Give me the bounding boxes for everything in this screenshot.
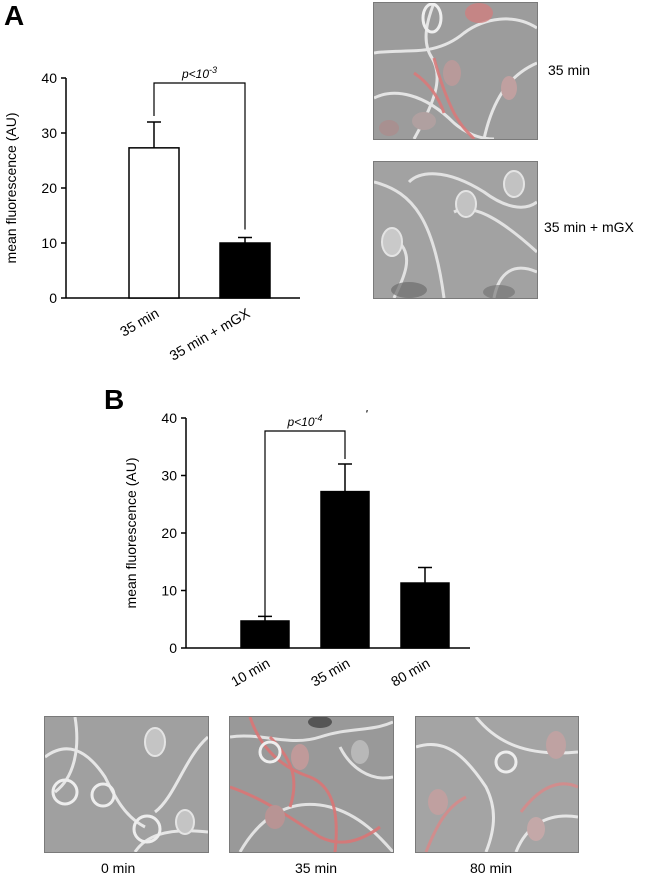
micrograph-a-mgx: [373, 161, 538, 299]
x-tick-label: 35 min + mGX: [167, 304, 253, 360]
y-axis-title: mean fluorescence (AU): [123, 458, 139, 609]
y-tick-label: 20: [41, 180, 57, 196]
micrograph-b-0min-label: 0 min: [101, 860, 136, 876]
bar: [240, 620, 290, 649]
panel-a-letter: A: [4, 0, 25, 31]
y-tick-label: 40: [161, 410, 177, 426]
y-tick-label: 0: [169, 640, 177, 656]
micrograph-b-0min: [44, 716, 209, 853]
panel-b-letter: B: [104, 384, 125, 415]
bar: [320, 490, 370, 649]
significance-label: p<10-4: [286, 413, 322, 429]
bar: [400, 582, 450, 649]
x-tick-label: 10 min: [228, 655, 272, 690]
x-tick-label: 80 min: [388, 655, 432, 690]
significance-label: p<10-3: [181, 65, 217, 81]
y-tick-label: 0: [49, 290, 57, 306]
significance-label: p<0.02: [365, 410, 403, 413]
micrograph-a-35min-label: 35 min: [548, 62, 591, 78]
bar: [128, 147, 180, 299]
micrograph-a-mgx-label: 35 min + mGX: [544, 219, 634, 235]
y-tick-label: 20: [161, 525, 177, 541]
micrograph-b-80min: [415, 716, 579, 853]
micrograph-b-35min: [229, 716, 394, 853]
y-tick-label: 10: [161, 583, 177, 599]
micrograph-a-35min: [373, 2, 538, 140]
chart-a: 0 10 20 30 40 mean fluorescence (AU) 35 min 35 …: [3, 65, 300, 360]
micrograph-b-35min-label: 35 min: [295, 860, 338, 876]
y-axis-title: mean fluorescence (AU): [3, 113, 19, 264]
y-tick-label: 10: [41, 235, 57, 251]
significance-bracket: [153, 82, 246, 230]
y-tick-label: 30: [161, 468, 177, 484]
x-tick-label: 35 min: [117, 305, 161, 340]
y-tick-label: 40: [41, 70, 57, 86]
bar: [219, 242, 271, 299]
x-tick-label: 35 min: [308, 655, 352, 690]
y-tick-label: 30: [41, 125, 57, 141]
significance-bracket: [264, 430, 346, 617]
chart-b: 0 10 20 30 40 mean fluorescence (AU) 10 min 35 …: [123, 410, 470, 690]
micrograph-b-80min-label: 80 min: [470, 860, 513, 876]
